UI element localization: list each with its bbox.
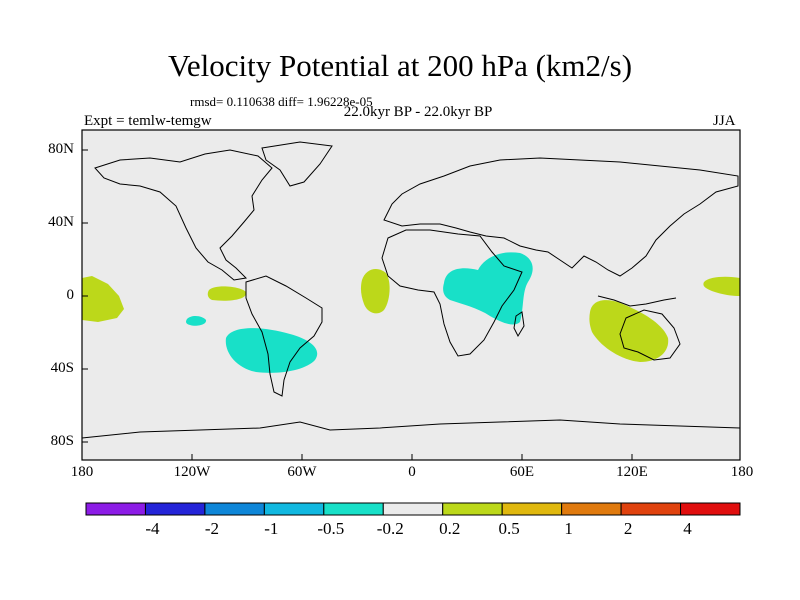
- colorbar-swatch-9: [620, 502, 682, 516]
- east-pacific-negative: [186, 316, 207, 326]
- lon-label-120w: 120W: [173, 464, 211, 480]
- colorbar-swatch-8: [561, 502, 622, 516]
- colorbar-swatch-3: [263, 502, 325, 516]
- coast-indonesia: [597, 295, 677, 307]
- coast-africa: [381, 229, 523, 357]
- west-pacific-positive: [703, 276, 740, 296]
- colorbar-label-7: 1: [564, 519, 573, 538]
- colorbar: [85, 502, 741, 516]
- lat-label-80s: 80S: [50, 433, 74, 449]
- stats-line: rmsd= 0.110638 diff= 1.96228e-05: [190, 94, 373, 109]
- coast-madagascar: [513, 311, 525, 338]
- lat-label-80n: 80N: [48, 141, 74, 157]
- colorbar-label-6: 0.5: [498, 519, 520, 538]
- colorbar-swatch-1: [144, 502, 206, 516]
- colorbar-swatch-6: [442, 502, 503, 516]
- page-title: Velocity Potential at 200 hPa (km2/s): [167, 48, 633, 83]
- lon-label-180w: 180: [70, 464, 94, 480]
- colorbar-label-5: 0.2: [439, 519, 461, 538]
- coast-eurasia: [383, 157, 739, 277]
- lon-label-60e: 60E: [509, 464, 535, 480]
- axis-ticks: [82, 149, 633, 460]
- period-label: 22.0kyr BP - 22.0kyr BP: [343, 104, 493, 120]
- coast-north-america: [94, 149, 273, 281]
- central-pacific-west-positive: [82, 276, 124, 322]
- coast-south-america: [245, 275, 323, 397]
- tropical-atlantic-positive: [360, 268, 390, 314]
- colorbar-label-1: -2: [204, 519, 219, 538]
- lon-label-60w: 60W: [287, 464, 317, 480]
- colorbar-swatch-0: [85, 502, 146, 516]
- map-background: [82, 130, 740, 460]
- colorbar-label-0: -4: [145, 519, 160, 538]
- colorbar-label-8: 2: [623, 519, 633, 538]
- coast-greenland: [261, 141, 333, 187]
- south-america-negative: [225, 328, 318, 373]
- east-pacific-positive: [207, 286, 247, 301]
- colorbar-label-4: -0.2: [376, 519, 404, 538]
- colorbar-swatch-4: [323, 502, 384, 516]
- lon-label-180e: 180: [730, 464, 754, 480]
- colorbar-swatch-5: [382, 502, 444, 516]
- lat-label-40n: 40N: [48, 214, 74, 230]
- colorbar-swatch-2: [204, 502, 265, 516]
- lat-label-40s: 40S: [50, 360, 74, 376]
- coast-australia: [619, 309, 681, 361]
- lon-label-120e: 120E: [616, 464, 648, 480]
- season-label: JJA: [713, 113, 736, 129]
- colorbar-label-9: 4: [683, 519, 692, 538]
- coastlines: [81, 141, 741, 439]
- colorbar-swatch-10: [680, 502, 741, 516]
- indian-ocean-australia-positive: [589, 300, 669, 362]
- lon-label-0: 0: [408, 464, 416, 480]
- coast-antarctica: [81, 419, 741, 439]
- experiment-label: Expt = temlw-temgw: [84, 113, 212, 129]
- colorbar-label-2: -1: [264, 519, 279, 538]
- map-frame: [81, 129, 741, 461]
- lat-label-0: 0: [66, 287, 75, 303]
- colorbar-swatch-7: [501, 502, 563, 516]
- colorbar-label-3: -0.5: [317, 519, 345, 538]
- africa-arabia-negative: [443, 252, 533, 325]
